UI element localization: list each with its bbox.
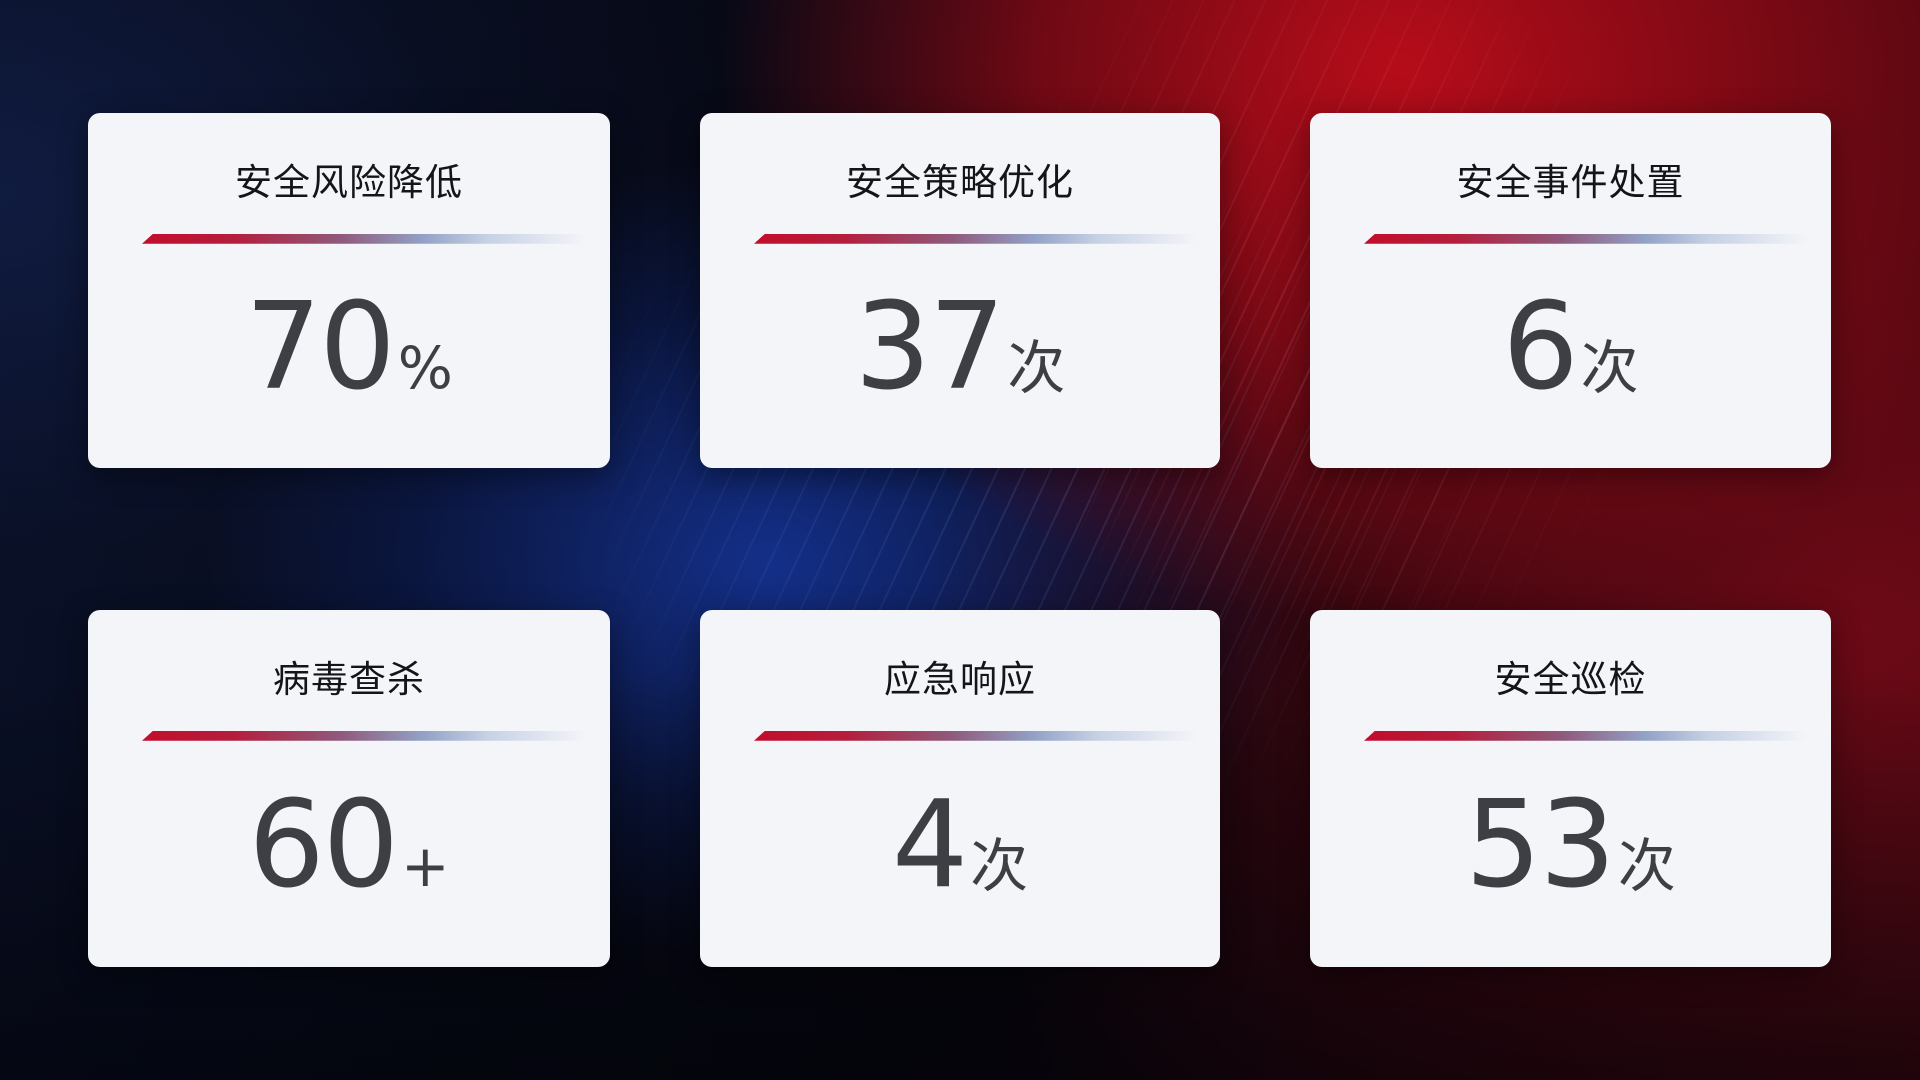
card-title: 安全巡检 — [1494, 658, 1647, 701]
value-number: 4 — [891, 775, 968, 915]
gradient-divider — [1364, 730, 1817, 741]
value-number: 6 — [1502, 277, 1578, 417]
gradient-divider — [754, 233, 1206, 244]
stat-card-virus-scan: 病毒查杀 60 + — [88, 610, 610, 967]
value-unit: 次 — [1617, 831, 1676, 900]
value-number: 60 — [248, 775, 399, 915]
value-unit: 次 — [1580, 333, 1639, 402]
value-unit: 次 — [970, 831, 1029, 900]
value-unit: + — [401, 831, 450, 900]
card-value: 6 次 — [1310, 244, 1831, 468]
stat-card-risk-reduction: 安全风险降低 70 % — [88, 113, 610, 468]
value-group: 60 + — [248, 775, 450, 915]
card-value: 53 次 — [1310, 741, 1831, 967]
value-unit: % — [397, 333, 453, 402]
card-title: 病毒查杀 — [273, 658, 425, 701]
stat-card-policy-optimization: 安全策略优化 37 次 — [700, 113, 1220, 468]
gradient-divider — [142, 730, 596, 741]
gradient-divider — [142, 233, 596, 244]
value-number: 53 — [1465, 775, 1616, 915]
card-value: 70 % — [88, 244, 610, 468]
stat-card-security-inspection: 安全巡检 53 次 — [1310, 610, 1831, 967]
value-group: 6 次 — [1502, 277, 1639, 417]
card-title: 安全风险降低 — [235, 161, 463, 204]
stat-card-emergency-response: 应急响应 4 次 — [700, 610, 1220, 967]
card-title: 安全策略优化 — [846, 161, 1074, 204]
gradient-divider — [754, 730, 1206, 741]
gradient-divider — [1364, 233, 1817, 244]
value-group: 37 次 — [854, 277, 1066, 417]
stat-card-incident-handling: 安全事件处置 6 次 — [1310, 113, 1831, 468]
card-title: 应急响应 — [884, 658, 1036, 701]
card-title: 安全事件处置 — [1456, 161, 1685, 204]
value-group: 4 次 — [891, 775, 1029, 915]
value-group: 53 次 — [1465, 775, 1676, 915]
card-value: 60 + — [88, 741, 610, 967]
card-value: 4 次 — [700, 741, 1220, 967]
stats-grid: 安全风险降低 70 % 安全策略优化 37 次 安全事件处置 6 次 — [88, 113, 1831, 967]
value-number: 37 — [854, 277, 1006, 417]
value-unit: 次 — [1007, 333, 1066, 402]
card-value: 37 次 — [700, 244, 1220, 468]
value-number: 70 — [245, 277, 396, 417]
value-group: 70 % — [245, 277, 453, 417]
